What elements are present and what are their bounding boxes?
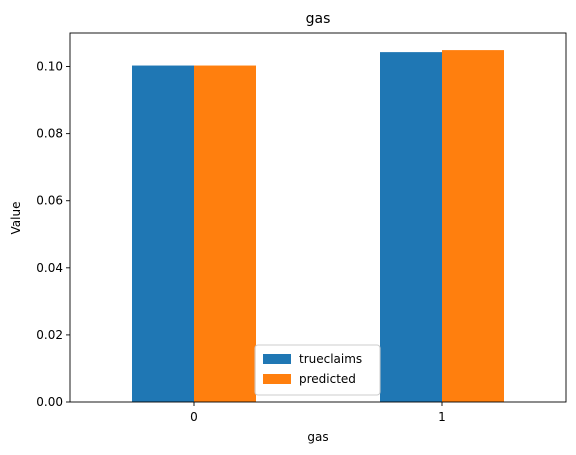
bar-predicted-0	[194, 65, 256, 402]
x-axis-label: gas	[307, 430, 328, 444]
x-tick-label: 0	[190, 410, 198, 424]
y-tick-label: 0.06	[36, 194, 63, 208]
legend-swatch-predicted	[263, 374, 291, 384]
y-tick-label: 0.00	[36, 395, 63, 409]
legend: trueclaims predicted	[254, 344, 381, 396]
plot-frame	[69, 32, 567, 403]
y-tick-label: 0.04	[36, 261, 63, 275]
chart-title: gas	[306, 11, 331, 27]
legend-label-predicted: predicted	[299, 372, 356, 386]
y-tick-label: 0.08	[36, 127, 63, 141]
y-axis: 0.00 0.02 0.04 0.06 0.08 0.10	[36, 60, 70, 409]
y-tick-label: 0.10	[36, 60, 63, 74]
legend-label-trueclaims: trueclaims	[299, 352, 362, 366]
y-tick-label: 0.02	[36, 328, 63, 342]
bars-group	[132, 50, 504, 402]
y-axis-label: Value	[9, 202, 23, 235]
legend-swatch-trueclaims	[263, 354, 291, 364]
bar-predicted-1	[442, 50, 504, 402]
bar-trueclaims-0	[132, 65, 194, 402]
x-tick-label: 1	[438, 410, 446, 424]
bar-trueclaims-1	[380, 52, 442, 402]
